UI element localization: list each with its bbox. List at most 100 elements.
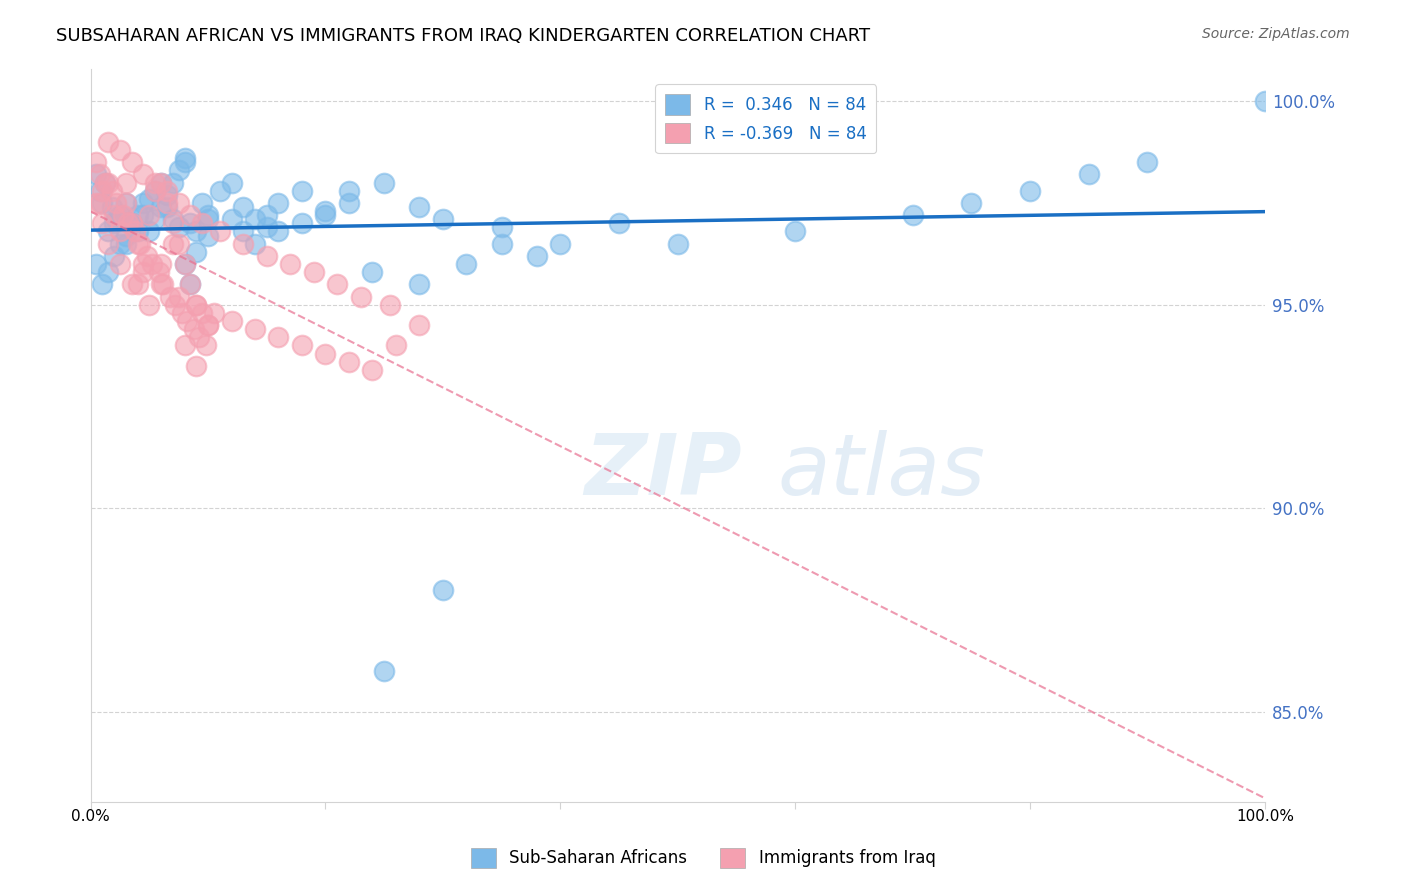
Point	[550, 236, 572, 251]
Point	[197, 318, 219, 332]
Text: Source: ZipAtlas.com: Source: ZipAtlas.com	[1202, 27, 1350, 41]
Point	[314, 208, 336, 222]
Point	[143, 184, 166, 198]
Point	[173, 155, 195, 169]
Point	[165, 298, 187, 312]
Point	[173, 257, 195, 271]
Point	[267, 195, 290, 210]
Point	[232, 200, 254, 214]
Point	[901, 208, 924, 222]
Point	[491, 220, 513, 235]
Point	[179, 277, 201, 292]
Point	[115, 176, 138, 190]
Point	[232, 224, 254, 238]
Point	[167, 220, 190, 235]
Point	[187, 330, 209, 344]
Point	[167, 163, 190, 178]
Point	[127, 236, 149, 251]
Point	[256, 220, 278, 235]
Point	[173, 257, 195, 271]
Point	[243, 322, 266, 336]
Point	[385, 338, 408, 352]
Point	[408, 277, 430, 292]
Point	[302, 265, 325, 279]
Point	[267, 330, 290, 344]
Point	[108, 236, 131, 251]
Point	[186, 298, 208, 312]
Point	[607, 216, 630, 230]
Point	[350, 290, 373, 304]
Point	[115, 195, 138, 210]
Point	[1077, 168, 1099, 182]
Point	[148, 265, 170, 279]
Point	[132, 265, 155, 279]
Point	[314, 346, 336, 360]
Point	[105, 212, 128, 227]
Point	[456, 257, 478, 271]
Point	[91, 216, 114, 230]
Legend: Sub-Saharan Africans, Immigrants from Iraq: Sub-Saharan Africans, Immigrants from Ir…	[464, 841, 942, 875]
Point	[115, 228, 138, 243]
Point	[232, 236, 254, 251]
Point	[115, 195, 138, 210]
Point	[162, 212, 184, 227]
Point	[378, 298, 401, 312]
Text: 0.0%: 0.0%	[72, 809, 110, 824]
Point	[152, 277, 174, 292]
Point	[176, 314, 198, 328]
Point	[243, 212, 266, 227]
Point	[105, 195, 128, 210]
Point	[124, 224, 146, 238]
Point	[108, 143, 131, 157]
Point	[167, 236, 190, 251]
Point	[91, 277, 114, 292]
Point	[183, 322, 205, 336]
Point	[186, 298, 208, 312]
Point	[1136, 155, 1159, 169]
Point	[278, 257, 301, 271]
Point	[191, 216, 214, 230]
Point	[103, 249, 125, 263]
Point	[138, 208, 160, 222]
Point	[256, 208, 278, 222]
Point	[108, 257, 131, 271]
Point	[121, 277, 143, 292]
Point	[150, 176, 173, 190]
Point	[197, 212, 219, 227]
Point	[121, 216, 143, 230]
Point	[132, 195, 155, 210]
Point	[1019, 184, 1042, 198]
Point	[194, 338, 217, 352]
Point	[103, 216, 125, 230]
Point	[162, 176, 184, 190]
Point	[136, 249, 159, 263]
Point	[156, 200, 179, 214]
Point	[86, 257, 108, 271]
Point	[100, 200, 122, 214]
Point	[432, 212, 454, 227]
Point	[337, 184, 360, 198]
Point	[173, 151, 195, 165]
Point	[138, 224, 160, 238]
Point	[143, 212, 166, 227]
Point	[97, 236, 120, 251]
Point	[173, 338, 195, 352]
Point	[121, 155, 143, 169]
Point	[86, 195, 108, 210]
Point	[132, 257, 155, 271]
Point	[143, 184, 166, 198]
Point	[112, 208, 135, 222]
Point	[143, 176, 166, 190]
Point	[408, 200, 430, 214]
Point	[291, 184, 314, 198]
Point	[115, 236, 138, 251]
Point	[156, 184, 179, 198]
Point	[97, 224, 120, 238]
Point	[103, 208, 125, 222]
Point	[159, 290, 181, 304]
Point	[91, 195, 114, 210]
Point	[526, 249, 548, 263]
Point	[150, 200, 173, 214]
Point	[156, 195, 179, 210]
Point	[162, 236, 184, 251]
